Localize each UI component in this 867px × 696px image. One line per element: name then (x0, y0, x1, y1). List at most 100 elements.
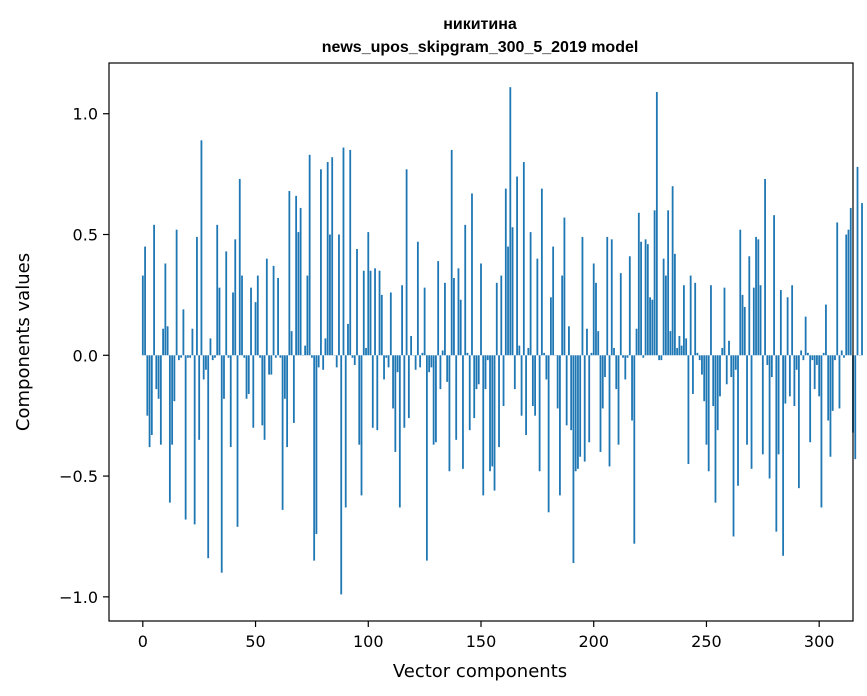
bar-32 (214, 355, 216, 358)
bar-79 (320, 169, 322, 356)
bar-23 (193, 355, 196, 525)
bar-262 (732, 355, 735, 537)
y-axis-label: Components values (13, 253, 34, 431)
bar-44 (241, 275, 243, 356)
bar-204 (601, 355, 604, 409)
bar-42 (236, 355, 239, 527)
bar-22 (191, 328, 194, 356)
bar-256 (719, 355, 721, 397)
bar-92 (349, 149, 352, 356)
bar-134 (444, 282, 446, 356)
bar-17 (180, 355, 183, 358)
bar-6 (155, 355, 158, 390)
bar-234 (669, 331, 672, 356)
bar-202 (597, 331, 600, 356)
bar-254 (714, 355, 717, 503)
bar-218 (633, 355, 636, 544)
bar-27 (202, 355, 205, 380)
bar-13 (171, 355, 174, 445)
bar-14 (173, 355, 176, 402)
bar-36 (223, 355, 225, 399)
bar-138 (453, 277, 455, 356)
bar-292 (800, 350, 803, 356)
bar-314 (849, 207, 852, 356)
bar-242 (687, 355, 690, 464)
bar-248 (701, 355, 703, 375)
bar-223 (644, 239, 647, 356)
bar-229 (658, 355, 661, 361)
bar-62 (281, 355, 284, 510)
bar-291 (797, 355, 800, 489)
bar-281 (775, 355, 778, 532)
bar-146 (471, 193, 473, 356)
bar-282 (777, 355, 780, 455)
bar-305 (829, 355, 832, 457)
bar-121 (414, 355, 417, 370)
bar-191 (572, 355, 575, 564)
bar-285 (784, 355, 787, 404)
y-tick-label: −0.5 (59, 467, 98, 486)
bar-99 (365, 348, 367, 356)
bar-26 (200, 140, 203, 356)
bar-58 (272, 265, 275, 356)
bar-171 (527, 348, 530, 356)
bar-149 (477, 355, 480, 385)
bar-266 (741, 294, 744, 356)
bar-38 (227, 355, 230, 358)
bar-33 (216, 224, 219, 356)
bar-46 (245, 355, 248, 399)
bar-296 (809, 355, 812, 443)
bar-35 (220, 355, 223, 573)
bar-259 (725, 355, 728, 385)
bar-290 (795, 355, 798, 370)
bar-109 (387, 355, 390, 368)
bar-199 (590, 352, 593, 356)
bar-70 (299, 207, 302, 356)
bar-114 (398, 355, 401, 508)
bar-124 (421, 352, 424, 356)
bar-167 (518, 345, 521, 356)
bar-255 (716, 355, 719, 431)
bar-64 (286, 355, 289, 448)
bar-118 (407, 355, 410, 419)
bar-155 (491, 355, 494, 467)
bar-107 (383, 355, 385, 380)
bar-29 (207, 355, 210, 559)
chart-title: никитина (443, 16, 517, 33)
bar-298 (813, 355, 816, 390)
bar-280 (773, 215, 775, 356)
x-axis-label: Vector components (393, 661, 567, 682)
bar-240 (683, 285, 685, 356)
bar-206 (606, 236, 609, 356)
bar-279 (770, 355, 773, 378)
bar-250 (705, 355, 708, 445)
bar-24 (196, 236, 198, 356)
bar-180 (547, 355, 550, 513)
bar-166 (516, 176, 518, 356)
bar-176 (538, 355, 541, 472)
chart-subtitle: news_upos_skipgram_300_5_2019 model (322, 39, 639, 56)
bar-169 (522, 162, 525, 356)
bar-51 (256, 275, 259, 356)
bar-12 (168, 355, 171, 503)
bar-90 (344, 355, 347, 508)
bar-16 (177, 355, 180, 361)
bar-294 (804, 316, 807, 356)
bar-195 (581, 236, 584, 356)
bar-289 (793, 355, 796, 407)
bar-233 (667, 210, 670, 356)
bar-139 (455, 355, 458, 440)
bar-306 (831, 355, 834, 411)
bar-221 (640, 241, 642, 356)
bar-232 (664, 275, 667, 356)
bar-309 (838, 355, 841, 409)
bar-18 (182, 309, 185, 356)
bar-216 (628, 256, 631, 356)
bar-316 (854, 355, 857, 460)
bar-59 (274, 355, 277, 358)
bar-310 (840, 350, 843, 356)
bar-297 (811, 355, 814, 361)
bar-186 (561, 275, 564, 356)
bar-304 (827, 355, 830, 421)
bar-110 (389, 292, 392, 356)
